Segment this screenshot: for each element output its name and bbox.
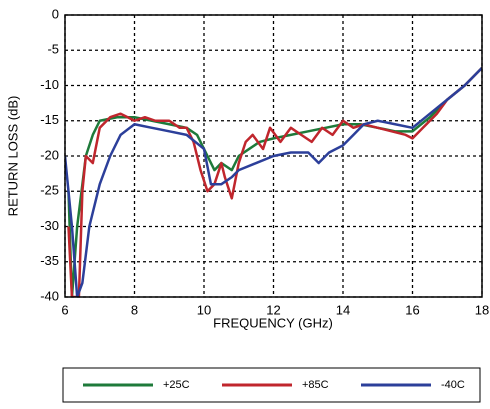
legend-label: +25C — [163, 379, 190, 391]
legend-box — [62, 367, 481, 403]
x-tick-label: 14 — [336, 302, 350, 317]
data-line — [67, 66, 482, 297]
data-line — [65, 66, 482, 297]
x-tick-label: 16 — [405, 302, 419, 317]
legend-label: +85C — [302, 379, 329, 391]
y-tick-label: -5 — [47, 42, 59, 57]
x-tick-label: 18 — [475, 302, 489, 317]
y-tick-label: -15 — [40, 112, 59, 127]
y-tick-label: 0 — [52, 6, 59, 21]
data-line — [67, 66, 482, 297]
x-tick-label: 12 — [266, 302, 280, 317]
x-tick-label: 10 — [197, 302, 211, 317]
y-tick-label: -10 — [40, 77, 59, 92]
x-axis-label: FREQUENCY (GHz) — [213, 315, 333, 330]
y-tick-label: -20 — [40, 147, 59, 162]
y-tick-label: -30 — [40, 218, 59, 233]
x-tick-label: 6 — [61, 302, 68, 317]
y-tick-label: -40 — [40, 288, 59, 303]
y-tick-label: -25 — [40, 183, 59, 198]
y-tick-label: -35 — [40, 253, 59, 268]
plot-frame — [64, 14, 483, 298]
legend-label: -40C — [441, 379, 465, 391]
plot-lines — [65, 66, 482, 297]
y-axis-label: RETURN LOSS (dB) — [5, 96, 20, 217]
x-tick-label: 8 — [131, 302, 138, 317]
